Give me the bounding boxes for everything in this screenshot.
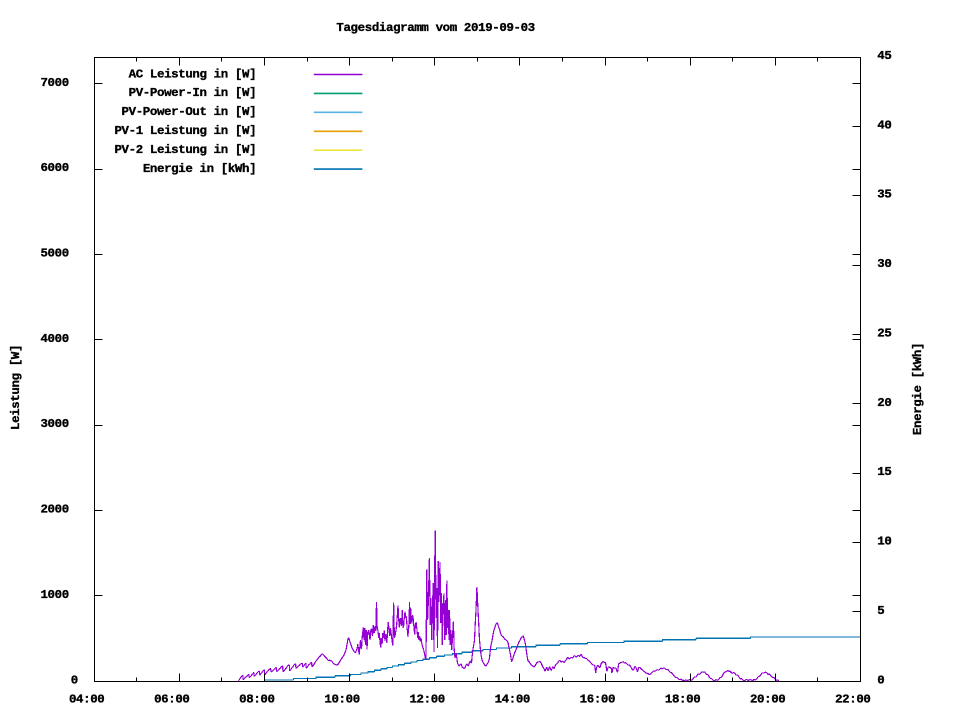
- svg-text:12:00: 12:00: [409, 693, 444, 707]
- svg-text:14:00: 14:00: [495, 693, 530, 707]
- svg-text:7000: 7000: [40, 76, 68, 90]
- svg-text:0: 0: [71, 673, 78, 687]
- svg-text:Energie in [kWh]: Energie in [kWh]: [143, 162, 256, 176]
- svg-text:PV-2 Leistung in [W]: PV-2 Leistung in [W]: [114, 143, 256, 157]
- svg-text:PV-Power-Out in [W]: PV-Power-Out in [W]: [122, 105, 257, 119]
- svg-text:5000: 5000: [40, 247, 68, 261]
- svg-text:Leistung [W]: Leistung [W]: [9, 345, 23, 430]
- svg-text:AC Leistung in [W]: AC Leistung in [W]: [129, 67, 257, 81]
- svg-text:45: 45: [877, 49, 891, 63]
- svg-text:30: 30: [877, 257, 891, 271]
- svg-text:6000: 6000: [40, 161, 68, 175]
- svg-text:5: 5: [877, 604, 884, 618]
- svg-text:22:00: 22:00: [835, 693, 870, 707]
- svg-text:08:00: 08:00: [239, 693, 274, 707]
- svg-text:Energie [kWh]: Energie [kWh]: [911, 343, 925, 435]
- svg-text:Tagesdiagramm vom 2019-09-03: Tagesdiagramm vom 2019-09-03: [336, 21, 534, 35]
- svg-text:16:00: 16:00: [580, 693, 615, 707]
- svg-text:15: 15: [877, 465, 891, 479]
- svg-text:18:00: 18:00: [665, 693, 700, 707]
- svg-text:0: 0: [877, 673, 884, 687]
- svg-text:20:00: 20:00: [750, 693, 785, 707]
- svg-text:35: 35: [877, 188, 891, 202]
- svg-text:20: 20: [877, 396, 891, 410]
- svg-text:3000: 3000: [40, 417, 68, 431]
- svg-text:25: 25: [877, 327, 891, 341]
- svg-text:PV-1 Leistung in [W]: PV-1 Leistung in [W]: [114, 124, 256, 138]
- svg-text:2000: 2000: [40, 503, 68, 517]
- svg-text:10: 10: [877, 535, 891, 549]
- svg-text:PV-Power-In in [W]: PV-Power-In in [W]: [129, 86, 257, 100]
- svg-text:06:00: 06:00: [154, 693, 189, 707]
- svg-text:1000: 1000: [40, 588, 68, 602]
- svg-text:4000: 4000: [40, 332, 68, 346]
- svg-text:40: 40: [877, 118, 891, 132]
- svg-text:10:00: 10:00: [324, 693, 359, 707]
- svg-text:04:00: 04:00: [69, 693, 104, 707]
